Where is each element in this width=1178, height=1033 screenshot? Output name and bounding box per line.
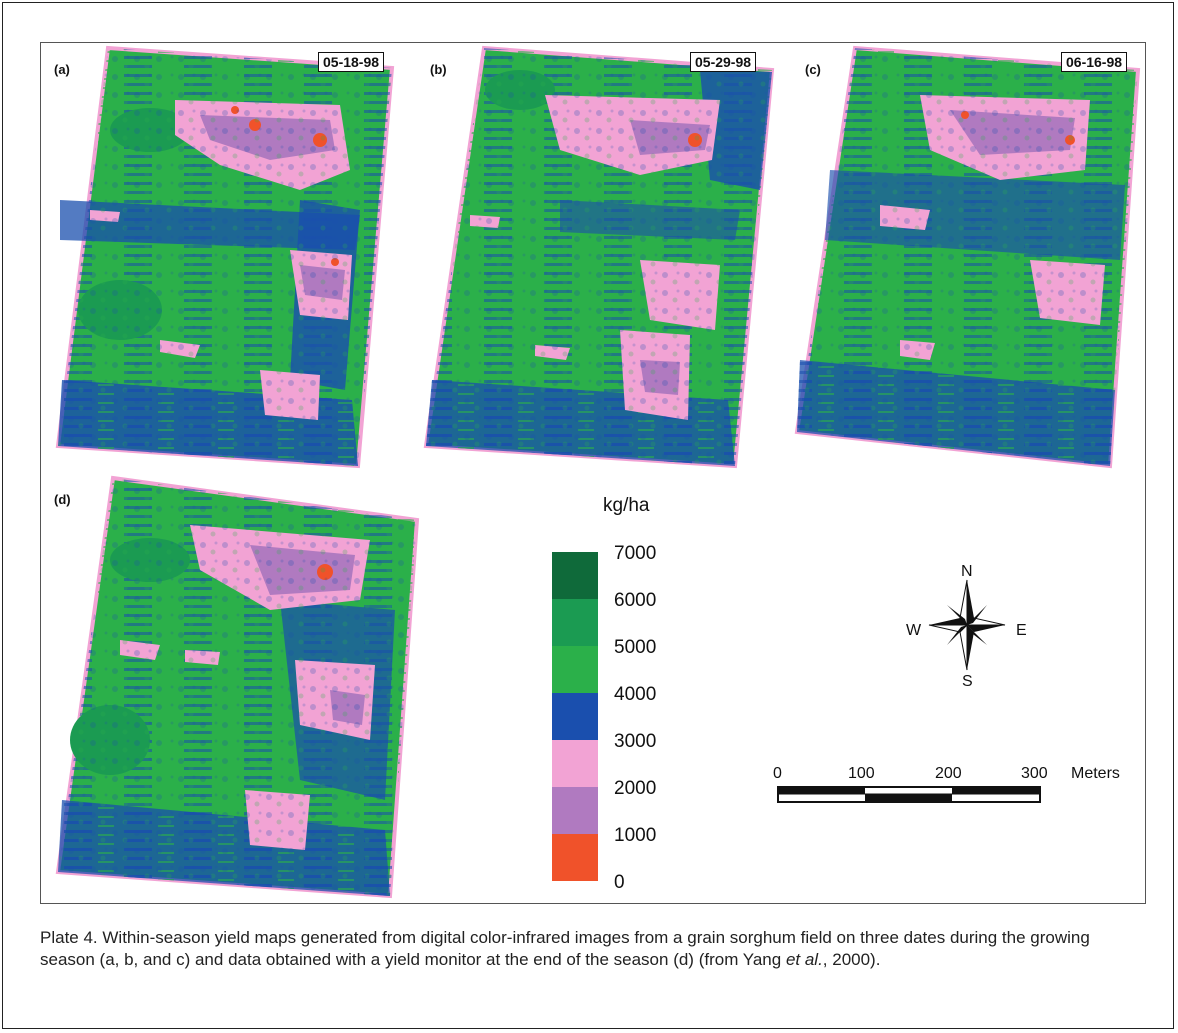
panel-label-c: (c)	[805, 62, 821, 77]
legend-swatch	[552, 834, 598, 881]
legend-swatch	[552, 646, 598, 693]
legend-swatch	[552, 693, 598, 740]
date-label-c: 06-16-98	[1061, 52, 1128, 72]
scale-label-0: 0	[773, 765, 782, 782]
legend-swatch	[552, 787, 598, 834]
date-label-b: 05-29-98	[690, 52, 757, 72]
compass-west-label: W	[906, 622, 922, 639]
legend-tick-label: 7000	[614, 543, 657, 564]
scale-unit-label: Meters	[1071, 765, 1120, 782]
compass-south-label: S	[962, 673, 973, 690]
date-label-a: 05-18-98	[318, 52, 385, 72]
scale-bar	[777, 786, 1041, 803]
compass-east-label: E	[1016, 622, 1027, 639]
panel-label-b: (b)	[430, 62, 447, 77]
yield-map-d	[55, 475, 420, 899]
legend-swatch	[552, 599, 598, 646]
yield-map-a	[55, 45, 395, 469]
scale-label-200: 200	[935, 765, 962, 782]
caption-text-end: , 2000).	[822, 950, 881, 969]
legend-tick-label: 5000	[614, 637, 657, 658]
legend-tick-label: 2000	[614, 778, 657, 799]
yield-map-c	[794, 45, 1141, 469]
yield-map-b	[423, 45, 775, 469]
figure-caption: Plate 4. Within-season yield maps genera…	[40, 927, 1140, 971]
legend-swatch	[552, 552, 598, 599]
legend-tick-label: 3000	[614, 731, 657, 752]
caption-text-start: Plate 4. Within-season yield maps genera…	[40, 928, 1090, 969]
compass-north-label: N	[961, 563, 973, 580]
panel-label-a: (a)	[54, 62, 70, 77]
legend-tick-label: 1000	[614, 825, 657, 846]
scale-label-100: 100	[848, 765, 875, 782]
legend-swatch	[552, 740, 598, 787]
scale-label-300: 300	[1021, 765, 1048, 782]
compass-rose	[928, 579, 1006, 671]
caption-et-al: et al.	[785, 950, 823, 969]
panel-label-d: (d)	[54, 492, 71, 507]
legend-tick-label: 0	[614, 872, 625, 893]
legend-tick-label: 4000	[614, 684, 657, 705]
legend-tick-label: 6000	[614, 590, 657, 611]
legend-unit: kg/ha	[603, 495, 650, 516]
